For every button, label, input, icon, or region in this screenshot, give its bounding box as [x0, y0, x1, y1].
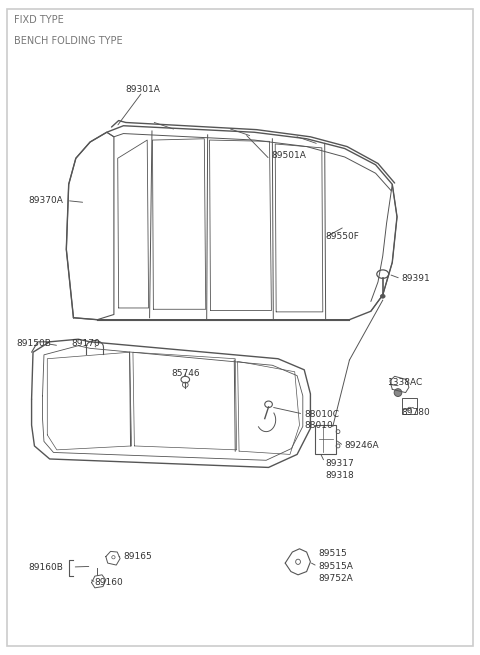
- Text: 89170: 89170: [71, 339, 100, 348]
- Text: 89780: 89780: [402, 407, 431, 417]
- Text: 89160B: 89160B: [28, 563, 63, 572]
- Text: 89160: 89160: [95, 578, 124, 587]
- Text: BENCH FOLDING TYPE: BENCH FOLDING TYPE: [14, 36, 122, 46]
- Text: 1338AC: 1338AC: [387, 379, 423, 387]
- Ellipse shape: [394, 388, 402, 396]
- Text: 89550F: 89550F: [325, 232, 360, 241]
- Text: 89165: 89165: [123, 552, 152, 561]
- Text: 85746: 85746: [171, 369, 200, 377]
- Text: 89317: 89317: [325, 459, 354, 468]
- Text: 89150B: 89150B: [16, 339, 51, 348]
- Text: 88010: 88010: [304, 421, 333, 430]
- Ellipse shape: [380, 294, 385, 298]
- Text: 89752A: 89752A: [319, 574, 353, 583]
- Text: 89301A: 89301A: [125, 85, 160, 94]
- Text: 89391: 89391: [402, 274, 431, 283]
- Text: 89370A: 89370A: [28, 196, 63, 205]
- Text: FIXD TYPE: FIXD TYPE: [14, 15, 64, 25]
- Text: 88010C: 88010C: [304, 409, 339, 419]
- Text: 89246A: 89246A: [345, 441, 379, 451]
- Text: 89515: 89515: [319, 550, 347, 559]
- Text: 89515A: 89515A: [319, 562, 353, 571]
- Text: 89501A: 89501A: [271, 151, 306, 160]
- Text: 89318: 89318: [325, 471, 354, 479]
